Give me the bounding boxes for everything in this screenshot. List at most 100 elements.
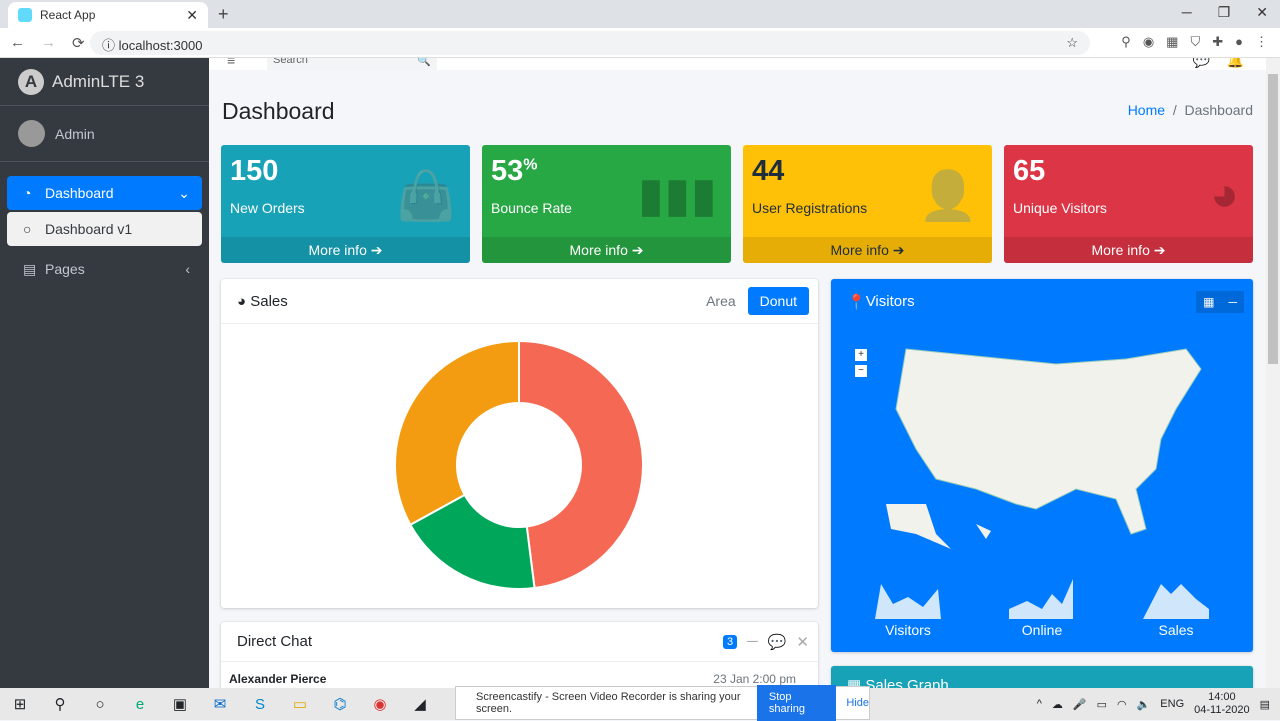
close-tab-icon[interactable]: ✕ (186, 6, 198, 23)
search-input[interactable]: Search 🔍 (267, 58, 437, 70)
donut-slice[interactable] (394, 339, 520, 527)
box-label: Unique Visitors (1013, 200, 1107, 216)
system-tray: ^ ☁ 🎤 ▭ ◠ 🔈 ENG 14:00 04-11-2020 ▤ (1037, 688, 1270, 720)
extension-icon[interactable]: ▦ (1166, 34, 1179, 49)
chrome-icon[interactable]: ◉ (373, 696, 387, 713)
windows-start-icon[interactable]: ⊞ (13, 696, 27, 713)
more-info-link[interactable]: More info ➔ (221, 237, 470, 263)
extension-icon[interactable]: ⚲ (1121, 34, 1131, 49)
bar-chart-icon: ▮▮▮ (637, 169, 717, 222)
box-value: 65 (1013, 155, 1046, 187)
zoom-in-button[interactable]: + (855, 349, 867, 361)
donut-slice[interactable] (518, 339, 644, 590)
small-box-visitors: 65 Unique Visitors ◕ More info ➔ (1004, 145, 1253, 263)
menu-icon[interactable]: ⋮ (1255, 34, 1268, 49)
sidebar-item-pages[interactable]: ▤ Pages ‹ (7, 252, 202, 286)
sparkline-sales: Sales (1131, 579, 1221, 638)
brand[interactable]: A AdminLTE 3 (0, 58, 209, 106)
sparkline (1143, 584, 1209, 619)
stop-sharing-button[interactable]: Stop sharing (756, 685, 837, 721)
windows-taskbar: ⊞ ⚲ ○ e ▣ ✉ S ▭ ⌬ ◉ ◢ Screencastify - Sc… (0, 685, 1280, 721)
browser-tab[interactable]: React App ✕ (8, 2, 208, 28)
box-label: Bounce Rate (491, 200, 572, 216)
tray-chevron-icon[interactable]: ^ (1036, 698, 1042, 710)
address-bar: ← → ⟳ ⓘ localhost:3000 ☆ ⚲ ◉ ▦ ⛉ ✚ ● ⋮ (0, 28, 1280, 58)
url-text: localhost:3000 (118, 38, 203, 53)
edge-icon[interactable]: e (135, 695, 145, 713)
content: Dashboard Home / Dashboard 150 New Orders… (209, 70, 1266, 706)
more-info-link[interactable]: More info ➔ (1004, 237, 1253, 263)
chevron-left-icon: ‹ (185, 261, 190, 277)
small-box-bounce: 53% Bounce Rate ▮▮▮ More info ➔ (482, 145, 731, 263)
maximize-button[interactable]: ❐ (1217, 4, 1231, 20)
back-icon[interactable]: ← (10, 34, 25, 51)
puzzle-icon[interactable]: ✚ (1212, 34, 1224, 49)
breadcrumb-home[interactable]: Home (1127, 102, 1166, 118)
usa-map[interactable] (876, 339, 1206, 559)
shield-icon[interactable]: ⛉ (1190, 34, 1201, 49)
collapse-button[interactable]: ─ (1221, 290, 1244, 313)
messages-icon[interactable]: 💬 (1192, 58, 1210, 68)
volume-icon[interactable]: 🔈 (1136, 698, 1151, 711)
more-info-link[interactable]: More info ➔ (743, 237, 992, 263)
onedrive-icon[interactable]: ☁ (1051, 698, 1063, 711)
visitors-card: 📍 Visitors ▦ ─ + − Visitors Online Sales (831, 279, 1253, 652)
react-icon (18, 8, 32, 22)
reload-icon[interactable]: ⟳ (72, 35, 85, 52)
sidebar: A AdminLTE 3 Admin ◔ Dashboard ⌄ ○ Dashboard… (0, 58, 209, 688)
clock[interactable]: 14:00 04-11-2020 (1194, 691, 1250, 716)
wifi-icon[interactable]: ◠ (1116, 698, 1127, 711)
tab-area[interactable]: Area (706, 293, 736, 309)
hamburger-icon[interactable]: ≡ (227, 58, 236, 68)
vscode-icon[interactable]: ⌬ (333, 696, 347, 713)
page-title: Dashboard (222, 98, 335, 124)
comments-icon[interactable]: 💬 (767, 633, 787, 651)
hide-button[interactable]: Hide (846, 697, 869, 709)
box-value: 53% (491, 155, 538, 187)
store-icon[interactable]: ▣ (172, 696, 188, 713)
page-scrollbar[interactable] (1266, 58, 1280, 688)
extension-icon[interactable]: ◉ (1142, 34, 1155, 49)
collapse-button[interactable]: ─ (747, 633, 758, 650)
cortana-icon[interactable]: ○ (95, 695, 105, 713)
language-indicator[interactable]: ENG (1160, 698, 1185, 710)
url-input[interactable]: ⓘ localhost:3000 ☆ (90, 31, 1090, 55)
search-icon[interactable]: 🔍 (417, 58, 431, 67)
sidebar-item-label: Dashboard (45, 185, 114, 201)
chevron-down-icon: ⌄ (178, 184, 190, 201)
sidebar-item-dashboard-v1[interactable]: ○ Dashboard v1 (7, 212, 202, 246)
circle-icon: ○ (23, 221, 32, 237)
brand-text: AdminLTE 3 (52, 71, 145, 91)
breadcrumb: Home / Dashboard (1127, 102, 1253, 118)
forward-icon[interactable]: → (41, 34, 56, 51)
calendar-button[interactable]: ▦ (1196, 290, 1222, 313)
battery-icon[interactable]: ▭ (1096, 698, 1107, 711)
tab-donut[interactable]: Donut (747, 287, 809, 315)
more-info-link[interactable]: More info ➔ (482, 237, 731, 263)
minimize-button[interactable]: ─ (1181, 4, 1192, 20)
bell-icon[interactable]: 🔔 (1226, 58, 1244, 68)
app-icon[interactable]: ◢ (414, 696, 426, 713)
sidebar-item-label: Pages (45, 261, 85, 277)
sparkline (1009, 579, 1073, 619)
close-button[interactable]: ✕ (796, 633, 809, 651)
profile-avatar[interactable]: ● (1235, 34, 1243, 49)
close-window-button[interactable]: ✕ (1256, 4, 1268, 20)
mail-icon[interactable]: ✉ (213, 696, 227, 713)
user-panel[interactable]: Admin (0, 106, 209, 162)
search-icon[interactable]: ⚲ (54, 696, 66, 713)
scrollbar-thumb[interactable] (1268, 74, 1278, 364)
mic-icon[interactable]: 🎤 (1072, 698, 1087, 711)
zoom-out-button[interactable]: − (855, 365, 867, 377)
notifications-icon[interactable]: ▤ (1259, 698, 1270, 711)
sidebar-item-dashboard[interactable]: ◔ Dashboard ⌄ (7, 176, 202, 210)
shopping-bag-icon: 👜 (396, 170, 456, 223)
card-title: Sales (250, 292, 288, 310)
chat-author: Alexander Pierce (229, 672, 327, 686)
new-tab-button[interactable]: + (218, 4, 229, 24)
chat-message: Alexander Pierce 23 Jan 2:00 pm (221, 662, 818, 696)
star-icon[interactable]: ☆ (1066, 35, 1078, 50)
skype-icon[interactable]: S (254, 695, 265, 713)
file-explorer-icon[interactable]: ▭ (292, 696, 308, 713)
box-value: 150 (230, 155, 279, 187)
